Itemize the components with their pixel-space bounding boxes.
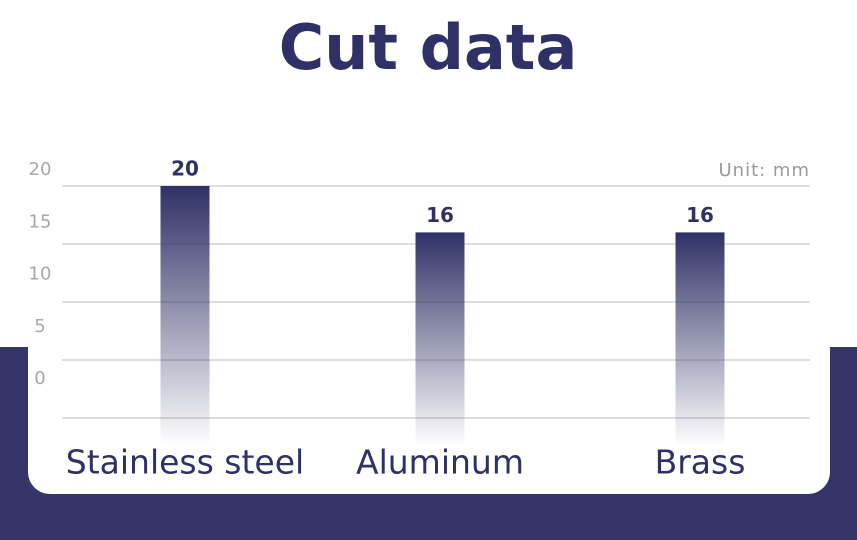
y-tick-label: 10 [29,264,52,285]
x-tick-label: Aluminum [356,443,524,482]
x-tick-label: Brass [655,443,746,482]
value-label: 20 [171,157,199,181]
y-tick-label: 0 [34,368,45,389]
y-tick-label: 15 [29,211,52,232]
bar [160,186,210,446]
x-tick-label: Stainless steel [66,443,304,482]
y-tick-label: 5 [34,316,45,337]
value-label: 16 [686,203,714,227]
unit-annotation: Unit: mm [719,160,811,181]
bar [675,232,725,446]
y-tick-label: 20 [29,159,52,180]
chart-title: Cut data [279,11,578,84]
bar [415,232,465,446]
value-label: 16 [426,203,454,227]
